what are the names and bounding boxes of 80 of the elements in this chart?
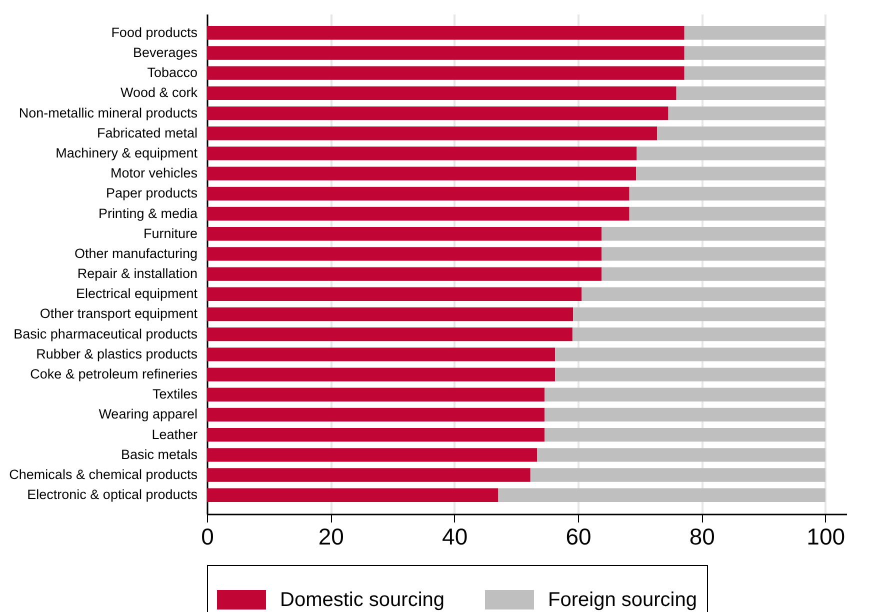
bar: [207, 488, 498, 502]
bar: [668, 106, 826, 120]
bar: [676, 86, 826, 100]
bar: [207, 206, 630, 221]
bar: [207, 126, 658, 140]
y-tick-label: Electrical equipment: [76, 286, 198, 302]
y-tick-label: Fabricated metal: [96, 125, 198, 140]
bar: [629, 206, 826, 221]
bar: [555, 368, 826, 382]
y-tick-label: Leather: [152, 426, 198, 442]
bar: [555, 348, 826, 362]
bar: [207, 106, 668, 120]
y-tick-label: Wearing apparel: [98, 406, 198, 422]
bar: [207, 468, 530, 482]
y-tick-label: Coke & petroleum refineries: [30, 366, 198, 382]
y-tick-label: Basic pharmaceutical products: [14, 326, 198, 342]
bar: [207, 66, 684, 80]
bar: [657, 126, 826, 140]
y-tick-label: Tobacco: [147, 65, 198, 80]
bar: [207, 166, 636, 180]
bar: [207, 267, 602, 281]
y-tick-label: Textiles: [152, 386, 198, 402]
bar: [207, 146, 637, 160]
y-tick-label: Food products: [111, 24, 198, 40]
bar: [207, 186, 630, 200]
bar: [602, 267, 826, 281]
bar: [684, 46, 826, 60]
x-tick-label: 60: [566, 524, 592, 550]
bar: [629, 186, 826, 200]
x-tick-label: 0: [201, 524, 214, 550]
bar: [207, 408, 545, 422]
bar: [498, 488, 826, 502]
bar: [207, 86, 676, 100]
y-tick-label: Machinery & equipment: [56, 145, 198, 160]
bar: [207, 448, 538, 462]
y-tick-label: Beverages: [132, 44, 198, 60]
y-tick-label: Rubber & plastics products: [36, 346, 198, 362]
y-tick-label: Other manufacturing: [74, 246, 198, 261]
bar: [530, 468, 826, 482]
y-tick-label: Furniture: [143, 226, 198, 241]
bar: [684, 26, 826, 40]
bar: [207, 26, 684, 40]
bar: [207, 328, 572, 342]
bar: [207, 287, 582, 301]
bar: [582, 287, 826, 301]
y-tick-label: Non-metallic mineral products: [18, 105, 198, 120]
legend-label: Domestic sourcing: [280, 588, 445, 611]
bar: [207, 428, 545, 442]
bar: [572, 328, 826, 342]
y-tick-label: Repair & installation: [77, 266, 198, 282]
bar: [207, 247, 602, 261]
bar: [602, 227, 826, 241]
y-tick-label: Chemicals & chemical products: [9, 467, 198, 482]
x-tick-label: 80: [689, 524, 715, 550]
bar: [537, 448, 826, 462]
y-tick-label: Motor vehicles: [110, 166, 198, 181]
x-tick-label: 100: [806, 524, 846, 550]
bar: [207, 46, 684, 60]
bar: [207, 227, 602, 241]
y-tick-label: Paper products: [106, 186, 198, 201]
y-tick-label: Basic metals: [120, 446, 198, 462]
bar: [636, 146, 826, 160]
bar: [207, 348, 556, 362]
bar: [684, 66, 826, 80]
y-tick-label: Other transport equipment: [40, 306, 198, 322]
bar: [207, 388, 545, 402]
x-tick-label: 40: [442, 524, 468, 550]
bar: [207, 368, 556, 382]
bar: [573, 307, 826, 322]
y-tick-label: Electronic & optical products: [27, 487, 198, 502]
bar: [544, 408, 826, 422]
bar: [207, 307, 574, 322]
x-tick-label: 20: [318, 524, 344, 550]
bar: [602, 247, 826, 261]
bar: [544, 428, 826, 442]
y-tick-label: Wood & cork: [120, 85, 198, 100]
legend-label: Foreign sourcing: [548, 588, 697, 611]
bar: [544, 388, 826, 402]
y-tick-label: Printing & media: [98, 206, 198, 221]
bar: [636, 166, 826, 180]
